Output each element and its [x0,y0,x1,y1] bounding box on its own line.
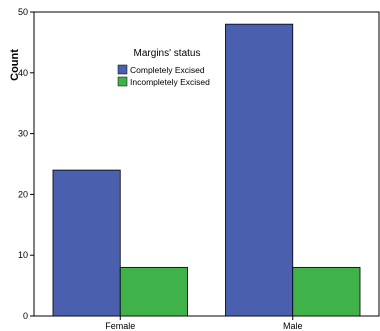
legend: Margins' status Completely Excised Incom… [117,48,210,87]
y-tick-label-10: 10 [18,250,28,260]
y-tick-label-0: 0 [23,311,28,321]
x-tick-label-female: Female [105,321,135,331]
y-axis-title: Count [9,49,21,81]
bar-male-completely-excised [225,23,294,317]
bar-female-incompletely-excised [119,266,188,317]
legend-title: Margins' status [134,48,201,59]
legend-swatch-completely-excised [117,64,128,75]
bars-layer [52,23,361,317]
legend-label-completely-excised: Completely Excised [130,65,205,75]
legend-label-incompletely-excised: Incompletely Excised [130,77,210,87]
y-tick-label-20: 20 [18,189,28,199]
legend-swatch-incompletely-excised [117,76,128,87]
bar-female-completely-excised [52,169,121,317]
axis-layer: 0 10 20 30 40 50 Female Male [18,7,303,331]
y-tick-label-50: 50 [18,7,28,17]
x-tick-label-male: Male [283,321,303,331]
y-tick-label-40: 40 [18,68,28,78]
bar-male-incompletely-excised [292,266,361,317]
y-tick-label-30: 30 [18,129,28,139]
